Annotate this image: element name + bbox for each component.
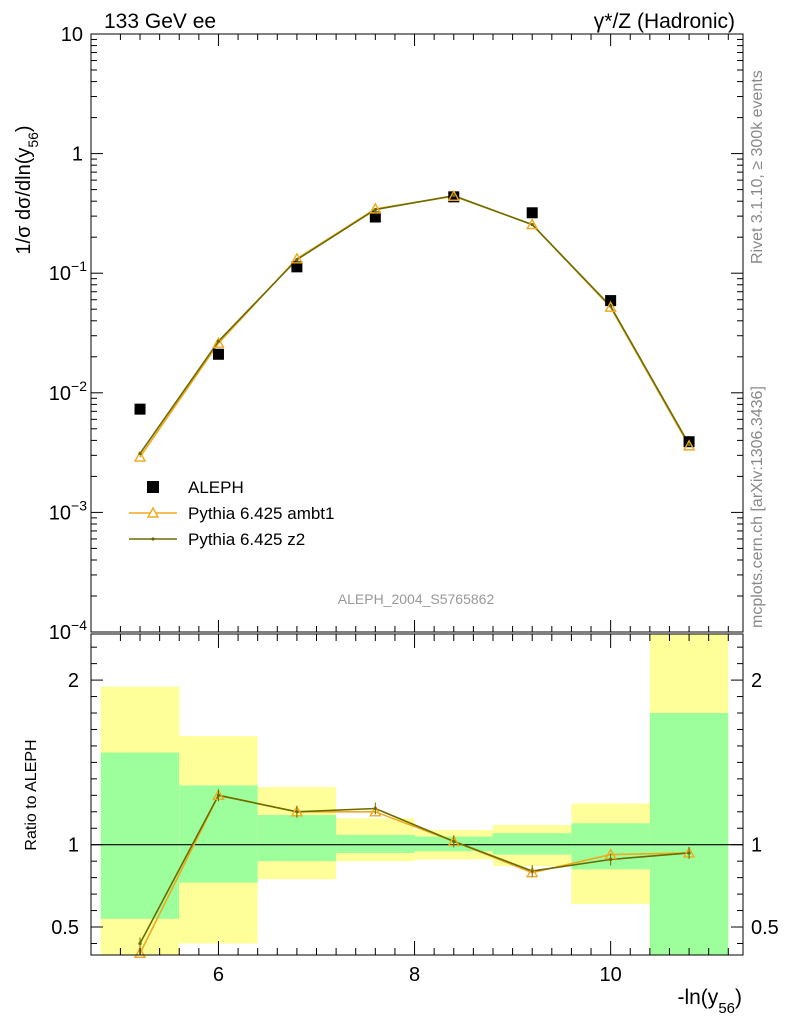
ratio-z2-point [687, 851, 691, 855]
band-inner [492, 833, 572, 855]
ratio-z2-point [609, 857, 613, 862]
ratio-ambt1-point [369, 805, 382, 817]
ambt1-point [526, 218, 539, 230]
y-tick-label: 10−2 [49, 378, 87, 405]
ratio-z2-point [530, 869, 534, 873]
data-point [369, 211, 381, 223]
ambt1-point [369, 202, 382, 214]
ratio-y-tick-label-right: 1 [751, 835, 762, 857]
x-tick-label: 8 [409, 964, 420, 986]
ratio-y-tick-label-left: 0.5 [51, 917, 79, 939]
band-inner [649, 713, 729, 955]
legend-marker-data [147, 481, 159, 493]
legend-label-z2: Pythia 6.425 z2 [188, 530, 305, 549]
z2-point [609, 304, 613, 308]
ratio-z2-point [295, 810, 299, 814]
data-point [134, 403, 146, 415]
z2-point [373, 208, 377, 212]
ratio-z2-point [452, 839, 456, 844]
data-point [526, 207, 538, 219]
x-tick-label: 6 [213, 964, 224, 986]
main-frame [90, 33, 744, 633]
ratio-y-axis-label: Ratio to ALEPH [23, 739, 40, 850]
main-plot-area [91, 34, 743, 632]
z2-point [530, 222, 534, 227]
ratio-y-tick-label-left: 1 [68, 835, 79, 857]
y-tick-label: 10−4 [49, 617, 87, 644]
band-inner [257, 815, 337, 862]
ratio-y-tick-label-right: 0.5 [751, 917, 779, 939]
data-point [212, 348, 224, 360]
main-panel-marks [133, 189, 696, 462]
ratio-line-z2 [139, 794, 690, 944]
ambt1-point [604, 300, 617, 312]
x-axis-label: -ln(y56) [677, 986, 742, 1017]
data-point [605, 295, 617, 307]
z2-point [452, 194, 456, 198]
z2-point [687, 442, 691, 447]
band-inner [179, 785, 258, 883]
band-inner [336, 834, 415, 853]
ratio-frame [90, 633, 744, 956]
ambt1-point [290, 252, 304, 264]
right-title: γ*/Z (Hadronic) [594, 10, 735, 33]
ratio-z2-point [138, 941, 142, 946]
y-tick-label: 10−1 [49, 258, 87, 285]
main-panel-background [91, 34, 743, 632]
ratio-ambt1-point [133, 946, 147, 959]
y-tick-label: 1 [72, 144, 83, 166]
data-point [291, 261, 303, 273]
ratio-bands [91, 634, 743, 955]
ratio-z2-point [216, 793, 221, 797]
main-panel-lines [139, 194, 690, 458]
ambt1-point [212, 336, 225, 348]
y-tick-label: 10−3 [49, 497, 87, 524]
x-tick-label: 10 [600, 964, 622, 986]
legend-marker-ambt1 [146, 506, 160, 518]
ambt1-point [133, 450, 147, 462]
main-panel-axes: 10 1 10−1 10−2 10−3 10−4 [49, 24, 744, 644]
side-top-label: Rivet 3.1.10, ≥ 300k events [749, 70, 766, 264]
legend-marker-z2 [151, 537, 155, 541]
band-inner [100, 752, 180, 919]
ratio-marks [133, 788, 696, 959]
legend: ALEPH Pythia 6.425 ambt1 Pythia 6.425 z2 [129, 478, 334, 549]
side-bottom-label: mcplots.cern.ch [arXiv:1306.3436] [749, 386, 766, 628]
ambt1-point [447, 189, 460, 201]
ratio-y-tick-label-left: 2 [68, 670, 79, 692]
ratio-lines [91, 794, 743, 954]
ratio-axes: 0.5 0.5 1 1 2 2 6 8 10 [51, 633, 779, 986]
analysis-id-label: ALEPH_2004_S5765862 [338, 591, 495, 607]
series-line-z2 [139, 194, 690, 455]
ambt1-point [682, 439, 696, 451]
z2-point [216, 339, 221, 343]
main-y-axis-label: 1/σ dσ/dln(y56) [13, 125, 41, 254]
ratio-y-tick-label-right: 2 [751, 670, 762, 692]
y-tick-label: 10 [61, 24, 83, 46]
legend-label-data: ALEPH [188, 478, 244, 497]
z2-point [138, 452, 142, 456]
ratio-z2-point [373, 806, 377, 811]
left-title: 133 GeV ee [104, 10, 216, 33]
legend-label-ambt1: Pythia 6.425 ambt1 [188, 504, 334, 523]
z2-point [295, 257, 299, 262]
